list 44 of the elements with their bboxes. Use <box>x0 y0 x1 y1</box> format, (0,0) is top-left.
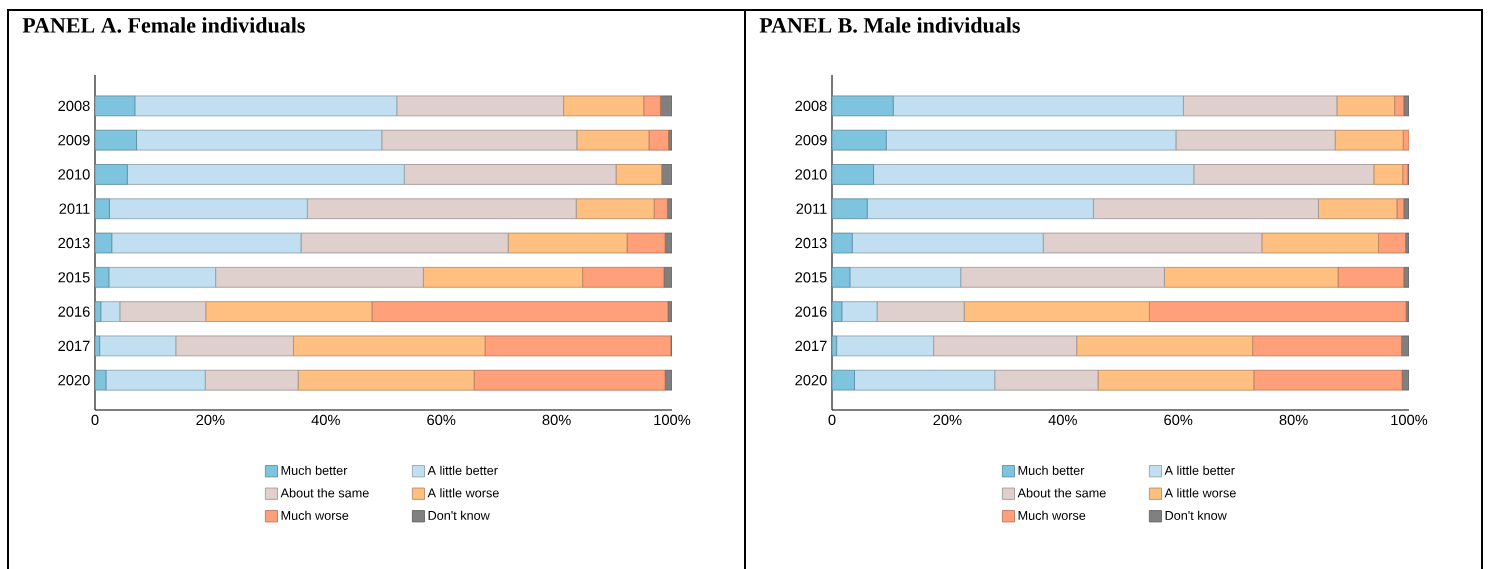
legend-label: About the same <box>1017 488 1106 498</box>
legend-label: Don't know <box>1165 510 1227 520</box>
y-tick-label: 2011 <box>796 203 827 214</box>
x-tick-label: 60% <box>427 414 456 426</box>
y-tick-label: 2020 <box>58 375 90 386</box>
x-tick-label: 40% <box>311 414 340 426</box>
y-tick-label: 2016 <box>58 306 90 317</box>
y-tick-label: 2011 <box>59 203 90 214</box>
legend-label: A little better <box>1164 465 1235 475</box>
x-tick-label: 20% <box>196 414 225 426</box>
x-tick-label: 20% <box>933 414 962 426</box>
x-tick-label: 0 <box>91 414 99 426</box>
x-tick-label: 60% <box>1164 414 1193 426</box>
chart-title: PANEL B. Male individuals <box>759 17 1020 33</box>
legend-label: Much worse <box>1018 510 1086 520</box>
x-tick-label: 80% <box>542 414 571 426</box>
legend-label: Don't know <box>428 510 490 520</box>
x-tick-label: 100% <box>654 414 691 426</box>
chart-title: PANEL A. Female individuals <box>22 17 305 33</box>
y-tick-label: 2017 <box>795 340 827 352</box>
y-tick-label: 2015 <box>58 272 90 283</box>
y-tick-label: 2010 <box>795 169 827 180</box>
y-tick-label: 2009 <box>795 134 827 146</box>
y-tick-label: 2010 <box>58 169 90 180</box>
y-tick-label: 2017 <box>58 340 90 352</box>
y-tick-label: 2020 <box>795 375 827 386</box>
legend-label: Much better <box>281 465 348 475</box>
x-tick-label: 80% <box>1279 414 1308 426</box>
y-tick-label: 2008 <box>58 100 90 112</box>
x-tick-label: 0 <box>828 414 836 426</box>
x-tick-label: 40% <box>1048 414 1077 426</box>
legend-label: A little worse <box>1164 488 1236 498</box>
legend-label: A little better <box>427 465 498 475</box>
y-tick-label: 2013 <box>58 237 90 249</box>
y-tick-label: 2015 <box>795 272 827 283</box>
legend-label: About the same <box>280 488 369 498</box>
legend-label: A little worse <box>427 488 499 498</box>
y-tick-label: 2009 <box>58 134 90 146</box>
y-tick-label: 2016 <box>795 306 827 317</box>
legend-label: Much better <box>1018 465 1085 475</box>
y-tick-label: 2013 <box>795 237 827 249</box>
y-tick-label: 2008 <box>795 100 827 112</box>
legend-label: Much worse <box>281 510 349 520</box>
x-tick-label: 100% <box>1391 414 1428 426</box>
